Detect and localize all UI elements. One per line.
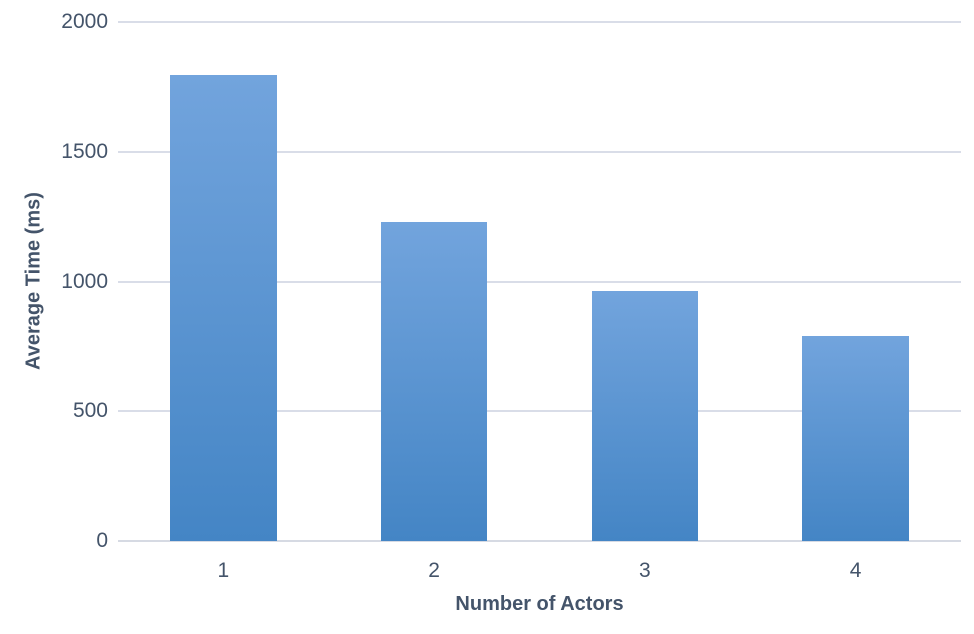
x-tick-label-2: 2 xyxy=(428,559,440,582)
gridline-0 xyxy=(118,540,961,542)
y-tick-label-1000: 1000 xyxy=(61,269,108,293)
x-tick-label-3: 3 xyxy=(639,559,651,582)
gridline-1500 xyxy=(118,150,961,153)
y-tick-label-1500: 1500 xyxy=(61,139,108,163)
y-tick-label-2000: 2000 xyxy=(61,10,108,33)
gridline-1000 xyxy=(118,280,961,283)
y-tick-label-0: 0 xyxy=(96,529,108,552)
plot-area xyxy=(118,21,961,542)
x-tick-label-1: 1 xyxy=(217,559,230,582)
bar-category-1 xyxy=(170,75,277,541)
bar-category-2 xyxy=(380,221,488,541)
y-tick-label-500: 500 xyxy=(72,399,108,423)
bar-category-4 xyxy=(802,336,909,541)
gridline-500 xyxy=(118,410,961,413)
x-axis-title: Number of Actors xyxy=(455,593,624,615)
gridline-2000 xyxy=(118,21,961,23)
bar-category-3 xyxy=(591,290,699,541)
x-tick-label-4: 4 xyxy=(849,559,862,582)
